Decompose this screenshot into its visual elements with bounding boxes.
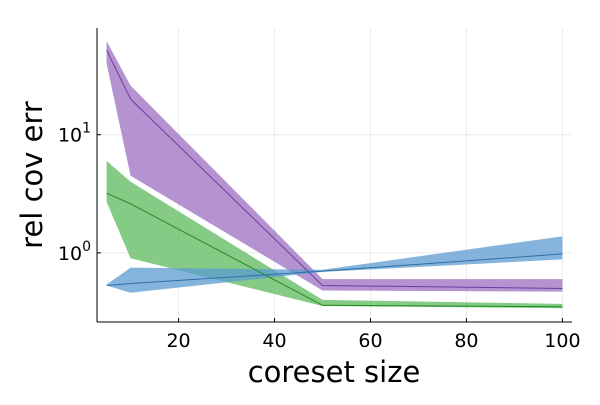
x-tick-label-40: 40 [262,330,286,352]
series-2-line [106,253,563,286]
x-tick-label-20: 20 [166,330,190,352]
series-0-band [106,41,563,292]
axes [96,28,572,323]
ticks: 20 40 60 80 100 100 101 [58,121,581,352]
series-lines [106,49,563,308]
x-axis-label: coreset size [248,355,421,389]
confidence-bands [106,41,563,309]
y-tick-label-0: 100 [58,239,91,265]
series-2-band [106,236,563,293]
x-tick-label-100: 100 [544,330,580,352]
x-tick-label-80: 80 [454,330,478,352]
y-tick-label-1: 101 [58,121,91,147]
series-0-line [106,49,563,289]
x-tick-label-60: 60 [358,330,382,352]
y-axis-label: rel cov err [15,101,49,249]
series-1-line [106,192,563,308]
